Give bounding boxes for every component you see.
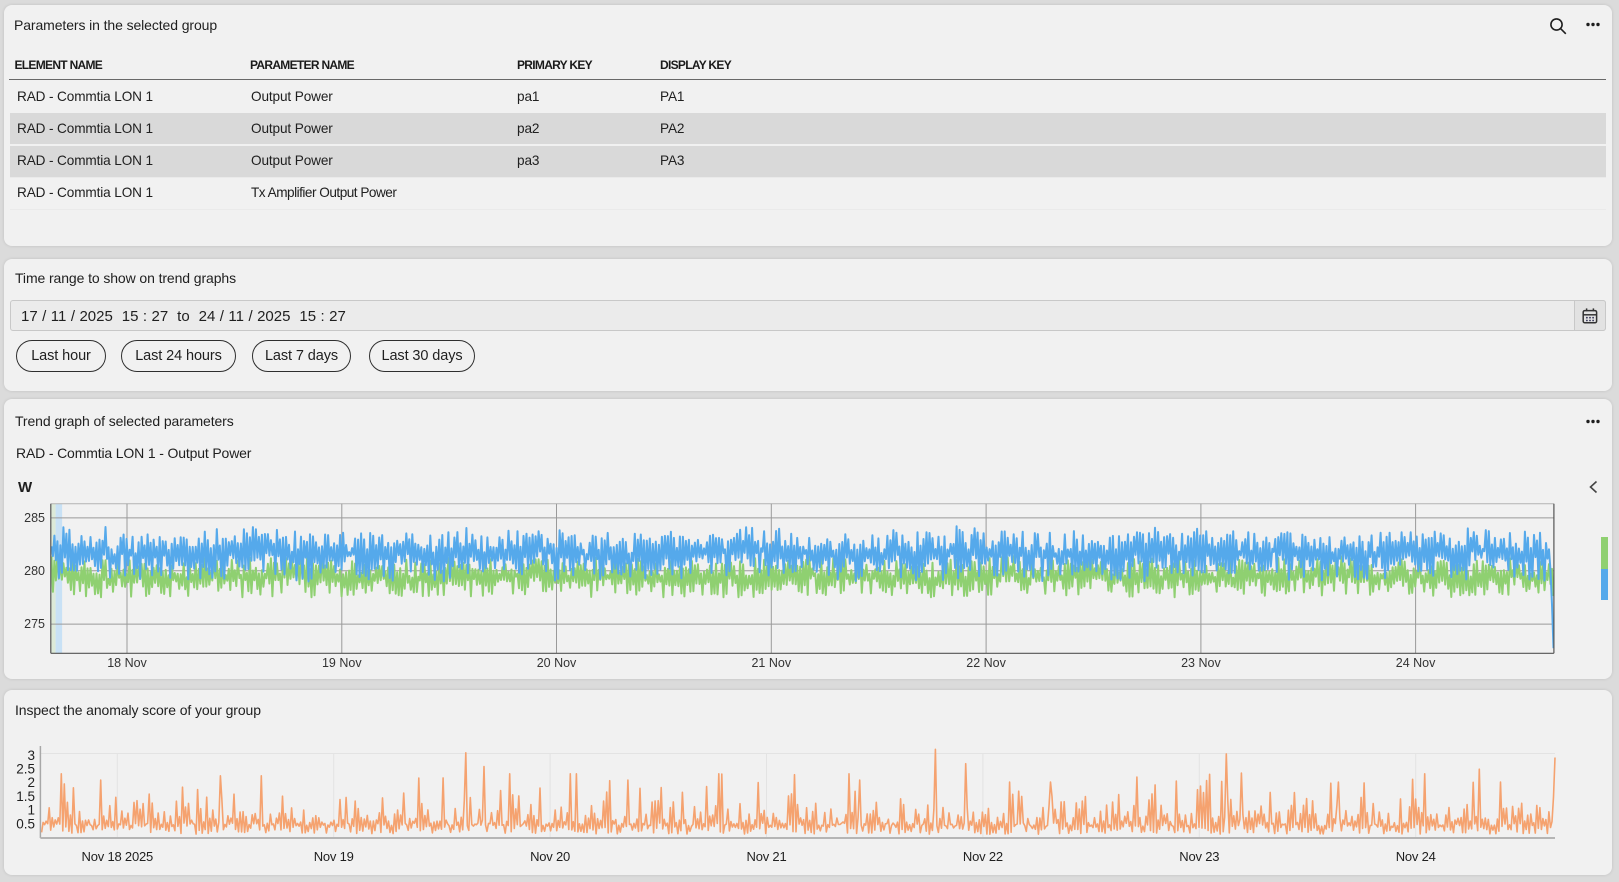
svg-text:Nov 21: Nov 21 <box>747 849 787 864</box>
svg-text:Nov 20: Nov 20 <box>530 849 570 864</box>
svg-text:3: 3 <box>27 748 35 763</box>
svg-text:275: 275 <box>24 617 45 631</box>
svg-text:2: 2 <box>27 775 35 790</box>
svg-text:Nov 24: Nov 24 <box>1396 849 1436 864</box>
svg-text:24 Nov: 24 Nov <box>1396 656 1436 670</box>
svg-text:19 Nov: 19 Nov <box>322 656 362 670</box>
svg-text:2.5: 2.5 <box>16 761 35 776</box>
svg-text:1.5: 1.5 <box>16 789 35 804</box>
svg-text:18 Nov: 18 Nov <box>107 656 147 670</box>
svg-text:22 Nov: 22 Nov <box>966 656 1006 670</box>
svg-text:Nov 18 2025: Nov 18 2025 <box>82 849 154 864</box>
svg-text:285: 285 <box>24 511 45 525</box>
svg-text:280: 280 <box>24 564 45 578</box>
svg-text:21 Nov: 21 Nov <box>751 656 791 670</box>
svg-text:Nov 19: Nov 19 <box>314 849 354 864</box>
svg-text:Nov 23: Nov 23 <box>1179 849 1219 864</box>
svg-text:1: 1 <box>27 802 35 817</box>
svg-text:20 Nov: 20 Nov <box>537 656 577 670</box>
svg-text:23 Nov: 23 Nov <box>1181 656 1221 670</box>
svg-text:0.5: 0.5 <box>16 817 35 832</box>
svg-text:Nov 22: Nov 22 <box>963 849 1003 864</box>
